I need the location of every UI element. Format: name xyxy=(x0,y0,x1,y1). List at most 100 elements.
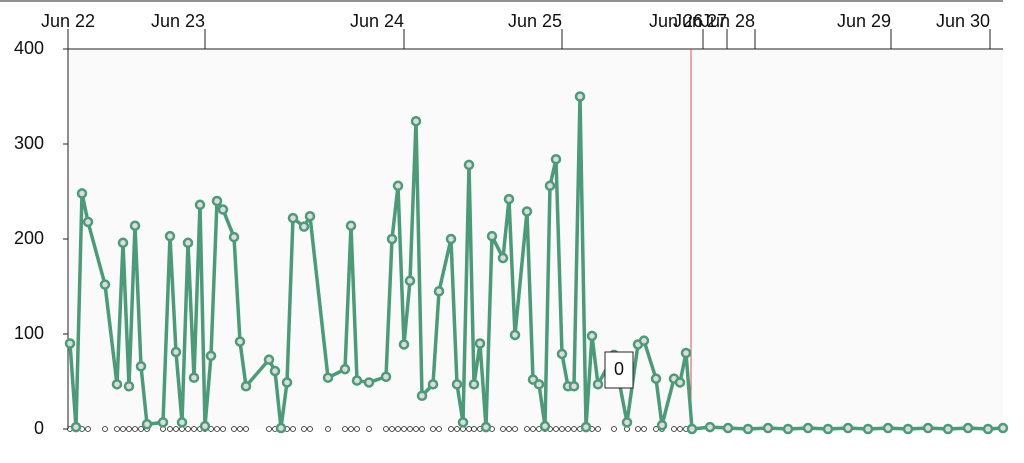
point-marker xyxy=(451,379,463,390)
point-marker xyxy=(345,220,357,231)
point-marker xyxy=(211,195,223,207)
point-marker xyxy=(704,421,716,433)
baseline-marker xyxy=(354,426,360,432)
baseline-marker xyxy=(185,426,191,432)
point-marker xyxy=(762,422,774,434)
point-marker xyxy=(842,422,854,434)
baseline-marker xyxy=(126,426,132,432)
point-marker xyxy=(135,361,147,372)
point-marker xyxy=(351,375,363,386)
point-marker xyxy=(380,371,392,382)
baseline-marker xyxy=(635,426,641,432)
baseline-marker xyxy=(173,426,179,432)
point-marker xyxy=(339,363,351,375)
point-marker xyxy=(686,423,698,435)
point-marker xyxy=(398,339,410,350)
point-marker xyxy=(474,338,486,349)
point-marker xyxy=(982,423,994,435)
x-tick-label: Jun 24 xyxy=(350,11,404,31)
point-marker xyxy=(621,417,633,428)
point-marker xyxy=(997,422,1009,434)
baseline-marker xyxy=(237,426,243,432)
baseline-marker xyxy=(290,426,296,432)
point-marker xyxy=(480,421,492,433)
point-marker xyxy=(802,422,814,434)
baseline-marker xyxy=(530,426,536,432)
point-marker xyxy=(862,423,874,435)
baseline-marker xyxy=(413,426,419,432)
point-marker xyxy=(99,279,111,290)
point-marker xyxy=(445,233,457,245)
baseline-marker xyxy=(85,426,91,432)
point-marker xyxy=(650,373,662,384)
point-marker xyxy=(410,115,422,127)
baseline-marker xyxy=(348,426,354,432)
point-marker xyxy=(427,379,439,390)
point-marker xyxy=(123,381,135,392)
point-marker xyxy=(269,365,281,377)
point-marker xyxy=(170,346,182,358)
point-marker xyxy=(322,372,334,383)
y-tick-label: 300 xyxy=(14,133,44,153)
point-marker xyxy=(942,423,954,435)
baseline-marker xyxy=(114,426,120,432)
baseline-marker xyxy=(641,426,647,432)
baseline-marker xyxy=(565,426,571,432)
baseline-marker xyxy=(132,426,138,432)
baseline-marker xyxy=(325,426,331,432)
baseline-marker xyxy=(102,426,108,432)
point-marker xyxy=(117,237,129,249)
point-marker xyxy=(544,180,556,192)
baseline-marker xyxy=(220,426,226,432)
point-marker xyxy=(70,421,82,433)
point-marker xyxy=(539,420,551,432)
baseline-marker xyxy=(307,426,313,432)
y-tick-label: 0 xyxy=(34,418,44,438)
point-marker xyxy=(722,422,734,434)
baseline-marker xyxy=(120,426,126,432)
baseline-marker xyxy=(167,426,173,432)
baseline-marker xyxy=(419,426,425,432)
point-marker xyxy=(157,417,169,428)
baseline-marker xyxy=(512,426,518,432)
point-marker xyxy=(234,336,246,347)
baseline-marker xyxy=(266,426,272,432)
y-tick-label: 100 xyxy=(14,323,44,343)
baseline-marker xyxy=(138,426,144,432)
point-marker xyxy=(468,379,480,390)
point-marker xyxy=(129,220,141,231)
baseline-marker xyxy=(454,426,460,432)
baseline-marker xyxy=(401,426,407,432)
point-marker xyxy=(486,230,498,242)
point-marker xyxy=(680,347,692,359)
point-marker xyxy=(922,422,934,434)
baseline-marker xyxy=(407,426,413,432)
point-marker xyxy=(433,286,445,297)
point-marker xyxy=(176,417,188,428)
baseline-marker xyxy=(595,426,601,432)
point-marker xyxy=(882,422,894,434)
x-tick-label: Jun 23 xyxy=(151,11,205,31)
point-marker xyxy=(742,423,754,435)
point-marker xyxy=(902,423,914,435)
point-marker xyxy=(263,354,275,365)
baseline-marker xyxy=(301,426,307,432)
baseline-marker xyxy=(389,426,395,432)
plot-area xyxy=(68,49,1003,429)
x-tick-label: Jun 27 xyxy=(673,11,727,31)
point-marker xyxy=(580,421,592,433)
point-marker xyxy=(550,153,562,165)
baseline-marker xyxy=(243,426,249,432)
baseline-marker xyxy=(553,426,559,432)
tooltip-box xyxy=(604,351,634,389)
point-marker xyxy=(656,419,668,431)
point-marker xyxy=(497,252,509,264)
point-marker xyxy=(217,204,229,215)
baseline-marker xyxy=(448,426,454,432)
point-marker xyxy=(76,188,88,199)
point-marker xyxy=(199,420,211,432)
x-tick-label: Jun 25 xyxy=(508,11,562,31)
point-marker xyxy=(194,199,206,211)
point-marker xyxy=(205,350,217,362)
